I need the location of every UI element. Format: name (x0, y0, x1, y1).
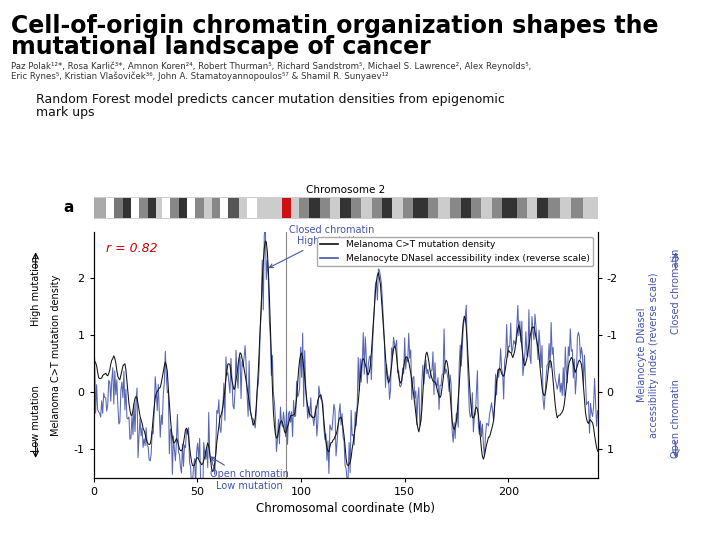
Text: mutational landscape of cancer: mutational landscape of cancer (11, 35, 431, 59)
Bar (382, 198, 392, 218)
Text: a: a (63, 200, 73, 215)
Bar (428, 198, 438, 218)
Bar (179, 198, 187, 218)
Text: Melanoma C>T mutation density: Melanoma C>T mutation density (51, 274, 60, 436)
Bar (502, 198, 517, 218)
Text: Melanocyte DNaseI
accessibility index (reverse scale): Melanocyte DNaseI accessibility index (r… (637, 272, 659, 438)
Bar (270, 198, 282, 218)
Text: Eric Rynes⁵, Kristian Vlašoviček³⁶, John A. Stamatoyannopoulos⁵⁷ & Shamil R. Sun: Eric Rynes⁵, Kristian Vlašoviček³⁶, John… (11, 72, 388, 82)
Bar (571, 198, 583, 218)
Text: Random Forest model predicts cancer mutation densities from epigenomic: Random Forest model predicts cancer muta… (36, 93, 505, 106)
Text: High mutation: High mutation (31, 256, 40, 326)
Bar (372, 198, 382, 218)
Bar (438, 198, 450, 218)
Text: Closed chromatin
High mutation: Closed chromatin High mutation (269, 225, 375, 267)
Legend: Melanoma C>T mutation density, Melanocyte DNaseI accessibility index (reverse sc: Melanoma C>T mutation density, Melanocyt… (317, 237, 593, 266)
Bar (299, 198, 310, 218)
Bar (94, 198, 106, 218)
Bar (517, 198, 527, 218)
Bar (139, 198, 148, 218)
Bar (351, 198, 361, 218)
Bar (413, 198, 428, 218)
Text: Cell-of-origin chromatin organization shapes the: Cell-of-origin chromatin organization sh… (11, 14, 658, 37)
Bar (450, 198, 461, 218)
Bar (402, 198, 413, 218)
Bar (461, 198, 471, 218)
Bar (228, 198, 239, 218)
Bar (537, 198, 548, 218)
Bar (106, 198, 114, 218)
Bar (204, 198, 212, 218)
Text: Chromosome 2: Chromosome 2 (306, 185, 385, 195)
Text: Paz Polak¹²*, Rosa Karlič³*, Amnon Koren²⁴, Robert Thurman⁵, Richard Sandstrom⁵,: Paz Polak¹²*, Rosa Karlič³*, Amnon Koren… (11, 61, 531, 71)
Bar (330, 198, 341, 218)
Bar (258, 198, 270, 218)
Bar (195, 198, 204, 218)
Text: Open chromatin: Open chromatin (671, 380, 680, 458)
Bar (548, 198, 560, 218)
Bar (392, 198, 402, 218)
Bar (282, 198, 291, 218)
Text: r = 0.82: r = 0.82 (107, 242, 158, 255)
Bar (527, 198, 537, 218)
Bar (361, 198, 372, 218)
Bar (162, 198, 171, 218)
Bar (583, 198, 598, 218)
Bar (156, 198, 162, 218)
Bar (560, 198, 571, 218)
Bar (320, 198, 330, 218)
Bar (220, 198, 228, 218)
Text: Low mutation: Low mutation (31, 386, 40, 453)
FancyBboxPatch shape (91, 166, 600, 250)
Bar (291, 198, 299, 218)
Text: Closed chromatin: Closed chromatin (671, 248, 680, 334)
Bar (114, 198, 122, 218)
Text: mark ups: mark ups (36, 106, 94, 119)
Bar (310, 198, 320, 218)
Bar (482, 198, 492, 218)
X-axis label: Chromosomal coordinate (Mb): Chromosomal coordinate (Mb) (256, 503, 435, 516)
Bar (239, 198, 247, 218)
Bar (131, 198, 139, 218)
Bar (148, 198, 156, 218)
Text: Open chromatin
Low mutation: Open chromatin Low mutation (210, 457, 289, 491)
Bar (212, 198, 220, 218)
Bar (341, 198, 351, 218)
Bar (492, 198, 502, 218)
Bar (122, 198, 131, 218)
Bar (471, 198, 482, 218)
Bar (187, 198, 195, 218)
Bar (247, 198, 258, 218)
Bar (171, 198, 179, 218)
